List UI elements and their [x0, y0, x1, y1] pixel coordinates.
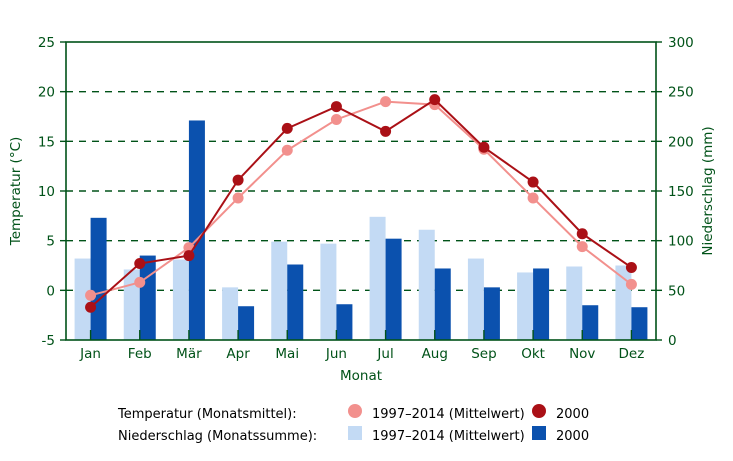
- temp-marker: [380, 125, 392, 137]
- left-tick-label: 5: [46, 234, 55, 250]
- left-tick-label: 20: [38, 85, 55, 101]
- temperature-lines: [85, 94, 637, 313]
- precip-bar-2000: [533, 268, 550, 340]
- month-label: Mär: [176, 346, 202, 362]
- precip-bar-mean: [615, 265, 632, 340]
- month-label: Jul: [376, 346, 393, 362]
- temp-marker: [134, 258, 146, 270]
- legend-entry-temp-2000: 2000: [556, 407, 590, 422]
- temp-marker: [625, 261, 637, 273]
- legend-marker-precip-2000-icon: [532, 426, 556, 448]
- right-axis-title: Niederschlag (mm): [700, 126, 716, 255]
- right-tick-label: 200: [668, 134, 694, 150]
- left-tick-label: 25: [38, 35, 55, 51]
- precip-bar-2000: [336, 304, 353, 340]
- temp-line: [89, 98, 632, 308]
- precip-bar-2000: [385, 238, 402, 340]
- temp-line: [90, 100, 633, 297]
- legend-entry-precip-2000: 2000: [556, 429, 590, 444]
- left-tick-label: -5: [42, 333, 55, 349]
- temp-marker: [232, 192, 244, 204]
- legend-row-temperature-label: Temperatur (Monatsmittel):: [118, 407, 297, 422]
- precip-bar-2000: [434, 268, 451, 340]
- legend-marker-temp-mean-icon: [348, 404, 372, 426]
- legend-entry-temp-mean: 1997–2014 (Mittelwert): [372, 407, 525, 422]
- right-tick-label: 150: [668, 184, 694, 200]
- precip-bar-mean: [467, 258, 484, 340]
- temp-marker: [232, 174, 244, 186]
- precip-bar-mean: [369, 216, 386, 340]
- month-label: Aug: [422, 346, 448, 362]
- month-label: Okt: [521, 346, 545, 362]
- precip-bar-mean: [517, 272, 534, 340]
- temp-marker: [625, 278, 637, 290]
- precip-bar-mean: [74, 258, 91, 340]
- temp-marker: [85, 289, 97, 301]
- month-label: Apr: [226, 346, 250, 362]
- precip-bar-2000: [139, 255, 156, 340]
- month-label: Mai: [275, 346, 299, 362]
- precip-bar-2000: [238, 306, 255, 340]
- right-tick-label: 300: [668, 35, 694, 51]
- temp-marker: [330, 113, 342, 125]
- legend-marker-temp-2000-icon: [532, 404, 556, 426]
- precip-bar-mean: [123, 269, 140, 340]
- temp-marker: [281, 144, 293, 156]
- precip-bar-mean: [320, 243, 337, 340]
- precip-bar-mean: [172, 259, 189, 340]
- temp-marker: [134, 276, 146, 288]
- precip-bar-mean: [222, 287, 239, 340]
- precip-bar-2000: [582, 305, 599, 340]
- precip-bar-2000: [188, 120, 205, 341]
- legend-row-precipitation-label: Niederschlag (Monatssumme):: [118, 429, 318, 444]
- precipitation-bars: [74, 120, 648, 341]
- temp-marker: [85, 301, 97, 313]
- precip-bar-mean: [566, 266, 583, 340]
- month-label: Nov: [569, 346, 595, 362]
- legend-marker-precip-mean-icon: [348, 426, 372, 448]
- right-tick-label: 50: [668, 283, 685, 299]
- left-tick-label: 10: [38, 184, 55, 200]
- left-tick-label: 15: [38, 134, 55, 150]
- precip-bar-2000: [287, 264, 304, 340]
- temp-marker: [380, 96, 392, 108]
- precip-bar-2000: [631, 307, 648, 340]
- temp-marker: [183, 250, 195, 262]
- temp-marker: [330, 101, 342, 113]
- right-tick-label: 100: [668, 234, 694, 250]
- right-tick-label: 0: [668, 333, 677, 349]
- temp-marker: [576, 241, 588, 253]
- temp-marker: [527, 192, 539, 204]
- precip-bar-2000: [483, 287, 500, 340]
- chart-legend: Temperatur (Monatsmittel): 1997–2014 (Mi…: [118, 404, 589, 448]
- legend-entry-precip-mean: 1997–2014 (Mittelwert): [372, 429, 525, 444]
- month-label: Sep: [471, 346, 496, 362]
- x-axis-title: Monat: [340, 368, 382, 384]
- left-axis-title: Temperatur (°C): [8, 137, 24, 247]
- temp-marker: [478, 141, 490, 153]
- month-label: Dez: [619, 346, 645, 362]
- precip-bar-mean: [271, 241, 288, 340]
- temp-marker: [429, 94, 441, 106]
- month-label: Feb: [128, 346, 152, 362]
- month-label: Jan: [79, 346, 101, 362]
- month-label: Jun: [325, 346, 347, 362]
- precip-bar-2000: [90, 217, 107, 340]
- temp-marker: [576, 228, 588, 240]
- precip-bar-mean: [418, 229, 435, 340]
- right-tick-label: 250: [668, 85, 694, 101]
- temp-marker: [527, 176, 539, 188]
- left-tick-label: 0: [46, 283, 55, 299]
- temp-marker: [281, 122, 293, 134]
